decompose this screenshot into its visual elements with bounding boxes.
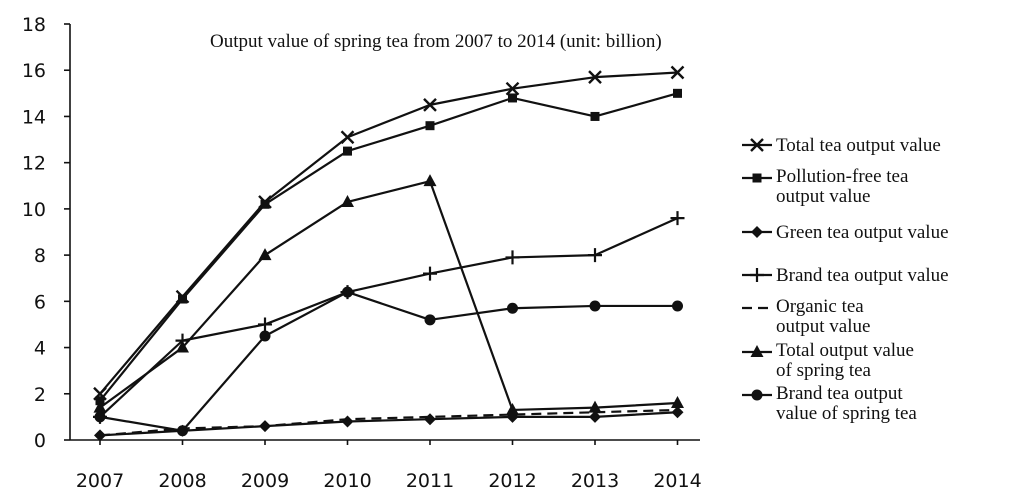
- data-point: [175, 333, 190, 348]
- series-2: [95, 88, 682, 406]
- series-5: [99, 408, 678, 437]
- series-line: [99, 408, 678, 437]
- series-line: [99, 71, 678, 395]
- x-tick-label: 2010: [323, 470, 371, 492]
- legend-label: of spring tea: [776, 360, 872, 381]
- data-point: [341, 415, 354, 428]
- data-point: [505, 250, 520, 265]
- legend-marker: [752, 173, 762, 183]
- legend-label: Brand tea output: [776, 383, 903, 404]
- legend-entry: Total tea output value: [742, 135, 941, 156]
- legend-entry: Brand tea output value: [742, 265, 949, 286]
- x-tick-label: 2009: [241, 470, 289, 492]
- data-point: [93, 409, 107, 424]
- data-point: [588, 70, 602, 85]
- legend-label: Total tea output value: [776, 135, 941, 156]
- y-tick-label: 8: [34, 245, 46, 267]
- legend-entry: Green tea output value: [742, 222, 949, 243]
- chart-axes: 0 2 4 6 8 10 12 14 16 18 2007 2008 2009 2010 2011 2012 2…: [22, 14, 702, 492]
- series-line: [99, 217, 678, 418]
- data-point: [343, 146, 352, 156]
- data-point: [258, 317, 272, 332]
- data-point: [423, 98, 437, 112]
- series-line: [99, 92, 678, 402]
- x-tick-label: 2011: [406, 470, 454, 492]
- y-tick-label: 0: [34, 430, 46, 452]
- data-point: [340, 285, 355, 300]
- data-point: [589, 410, 601, 423]
- y-tick-label: 4: [34, 338, 46, 360]
- x-tick-label: 2014: [653, 470, 701, 492]
- data-point: [588, 248, 602, 263]
- legend-label: output value: [776, 186, 870, 207]
- data-point: [505, 81, 520, 96]
- legend-label: Brand tea output value: [776, 265, 949, 286]
- legend-marker: [750, 345, 764, 357]
- data-point: [424, 413, 436, 426]
- series-6: [93, 174, 684, 415]
- data-point: [259, 330, 271, 342]
- y-tick-label: 14: [22, 106, 46, 128]
- data-point: [507, 302, 518, 314]
- data-point: [178, 294, 187, 304]
- x-tick-label: 2007: [76, 470, 124, 492]
- series-line: [99, 290, 678, 432]
- legend-label: value of spring tea: [776, 403, 917, 424]
- data-point: [423, 266, 437, 281]
- data-point: [177, 425, 188, 437]
- data-point: [671, 396, 684, 409]
- x-tick-label: 2008: [158, 470, 206, 492]
- legend-marker: [751, 226, 763, 238]
- data-point: [258, 248, 272, 261]
- x-tick-label: 2013: [571, 470, 619, 492]
- data-point: [93, 400, 107, 413]
- series-line: [99, 180, 678, 412]
- y-tick-label: 12: [22, 153, 46, 175]
- data-point: [589, 300, 601, 312]
- data-point: [672, 300, 683, 312]
- y-tick-label: 2: [34, 384, 46, 406]
- data-point: [423, 174, 437, 187]
- legend-label: Total output value: [776, 340, 914, 361]
- x-tick-label: 2012: [488, 470, 536, 492]
- data-point: [588, 400, 602, 413]
- data-point: [673, 88, 682, 98]
- series-7: [93, 211, 685, 424]
- legend-label: output value: [776, 316, 870, 337]
- data-point: [260, 199, 270, 209]
- chart-title: Output value of spring tea from 2007 to …: [210, 31, 662, 52]
- legend-marker: [750, 268, 764, 282]
- series-line: [99, 411, 678, 437]
- legend-label: Green tea output value: [776, 222, 949, 243]
- legend-label: Organic tea: [776, 296, 864, 317]
- y-tick-label: 10: [22, 199, 46, 221]
- legend-marker: [750, 138, 764, 152]
- y-tick-label: 16: [22, 60, 46, 82]
- data-point: [508, 93, 517, 103]
- data-point: [424, 314, 436, 326]
- chart-legend: Total tea output value Pollution-free tea…: [742, 135, 949, 424]
- legend-label: Pollution-free tea: [776, 166, 909, 187]
- data-point: [506, 402, 519, 415]
- data-point: [590, 111, 600, 121]
- y-tick-label: 18: [22, 14, 46, 36]
- data-point: [670, 65, 685, 80]
- legend-marker: [751, 389, 763, 401]
- data-point: [670, 211, 685, 226]
- data-point: [341, 194, 354, 207]
- data-point: [671, 406, 684, 419]
- data-point: [425, 121, 435, 131]
- data-point: [340, 130, 355, 145]
- y-tick-label: 6: [34, 291, 46, 313]
- chart-plot-area: [93, 65, 685, 442]
